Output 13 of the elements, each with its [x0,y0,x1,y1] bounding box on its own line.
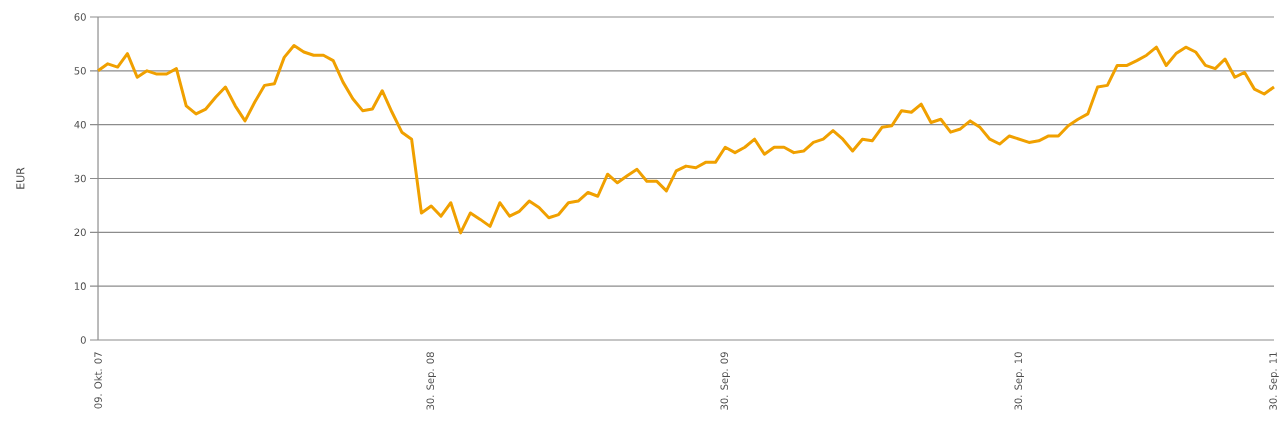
y-tick-label: 50 [74,67,86,75]
x-tick-label: 09. Okt. 07 [94,352,102,409]
y-tick-label: 10 [74,282,86,290]
y-tick-label: 0 [80,336,86,344]
y-tick-label: 60 [74,13,86,21]
x-tick-label: 30. Sep. 10 [1014,352,1024,410]
y-tick-label: 30 [74,174,86,183]
y-tick-label: 40 [74,120,86,129]
y-axis-title: EUR [16,167,25,189]
x-tick-label: 30. Sep. 09 [720,352,730,410]
x-tick-label: 30. Sep. 11 [1269,352,1279,410]
x-tick-label: 30. Sep. 08 [426,352,436,410]
y-tick-label: 20 [74,228,86,237]
